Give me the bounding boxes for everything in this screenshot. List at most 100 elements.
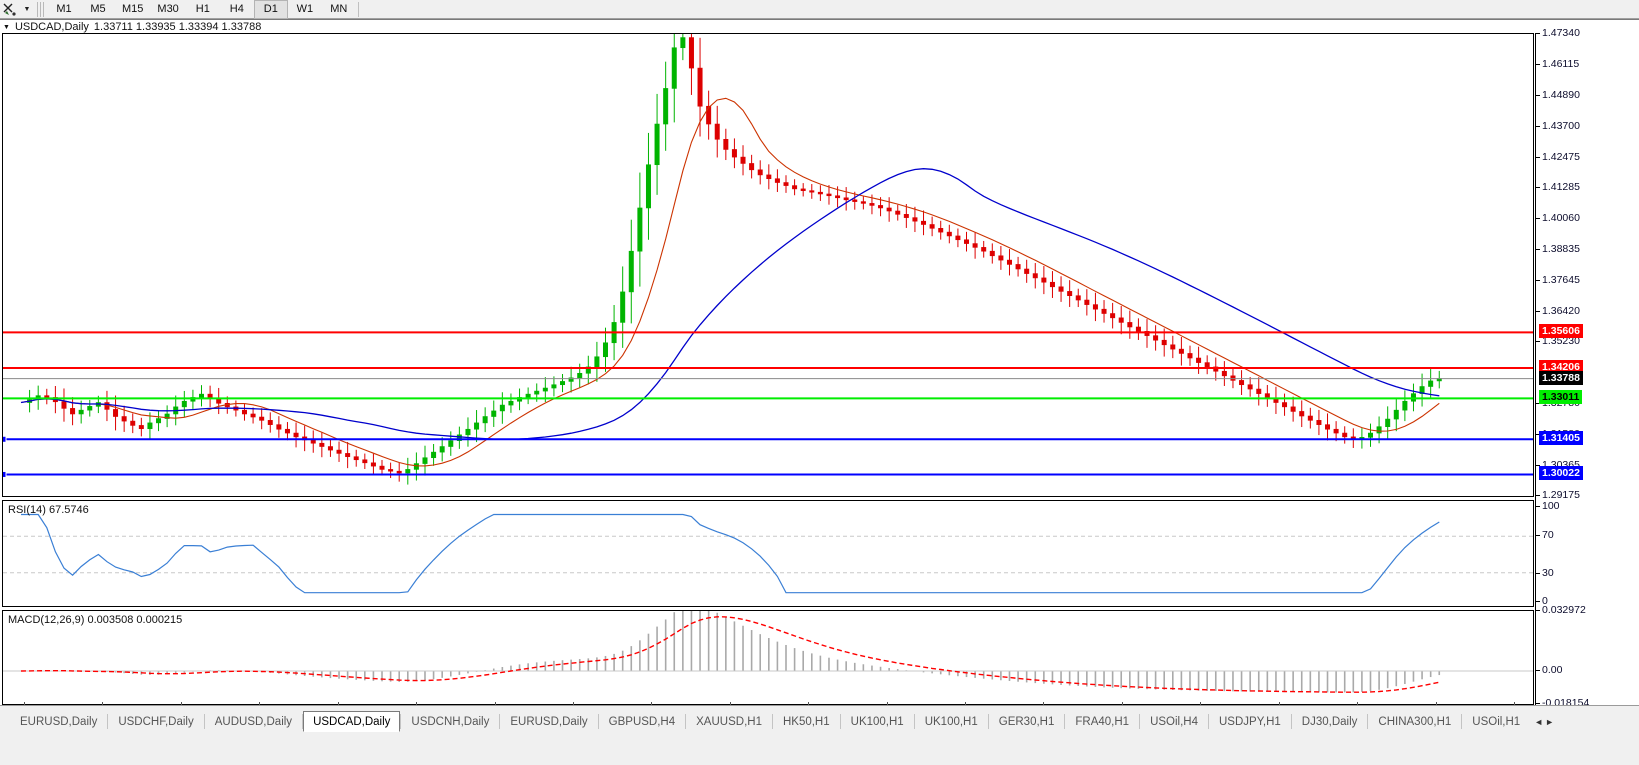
macd-histogram bbox=[28, 611, 1441, 693]
chart-tab-usoil-h1[interactable]: USOil,H1 bbox=[1472, 715, 1521, 728]
rsi-axis-tick: 0 bbox=[1536, 595, 1548, 607]
rsi-axis-tick: 100 bbox=[1536, 500, 1560, 512]
chart-tab-dj30-daily[interactable]: DJ30,Daily bbox=[1301, 715, 1358, 728]
timeframe-h4[interactable]: H4 bbox=[229, 3, 244, 15]
date-axis-tick bbox=[729, 702, 731, 706]
tab-scroll-controls: ◄ ► bbox=[1530, 711, 1558, 732]
timeframe-m15[interactable]: M15 bbox=[122, 3, 144, 15]
timeframe-mn[interactable]: MN bbox=[330, 3, 348, 15]
tab-divider bbox=[107, 714, 109, 729]
timeframe-d1[interactable]: D1 bbox=[253, 0, 288, 19]
rsi-axis-tick: 70 bbox=[1536, 529, 1554, 541]
price-axis-tick: 1.47340 bbox=[1536, 27, 1580, 39]
timeframe-m30[interactable]: M30 bbox=[157, 3, 179, 15]
chart-tab-ger30-h1[interactable]: GER30,H1 bbox=[998, 715, 1055, 728]
price-axis-tick: 1.42475 bbox=[1536, 151, 1580, 163]
macd-panel[interactable]: MACD(12,26,9) 0.003508 0.000215 bbox=[2, 610, 1534, 705]
tab-divider bbox=[913, 714, 915, 729]
trendline-handle[interactable] bbox=[3, 435, 7, 443]
tab-divider bbox=[1064, 714, 1066, 729]
toolbar-grip[interactable] bbox=[37, 1, 44, 17]
tab-divider bbox=[839, 714, 841, 729]
date-axis-tick bbox=[808, 702, 810, 706]
chart-tab-fra40-h1[interactable]: FRA40,H1 bbox=[1075, 715, 1130, 728]
price-axis[interactable]: 1.47340 1.46115 1.44890 1.43700 1.42475 1.412… bbox=[1536, 20, 1639, 709]
cursor-crosshair-icon[interactable] bbox=[0, 1, 20, 18]
chart-tab-hk50-h1[interactable]: HK50,H1 bbox=[782, 715, 830, 728]
chart-tab-usdjpy-h1[interactable]: USDJPY,H1 bbox=[1219, 715, 1281, 728]
timeframe-m5[interactable]: M5 bbox=[90, 3, 106, 15]
tab-divider bbox=[987, 714, 989, 729]
tab-divider bbox=[203, 714, 205, 729]
price-axis-tick: 1.46115 bbox=[1536, 58, 1579, 70]
rsi-axis-tick: 30 bbox=[1536, 567, 1554, 579]
macd-chart-canvas[interactable] bbox=[3, 611, 1533, 704]
chevron-right-icon[interactable]: ► bbox=[1545, 716, 1555, 727]
chevron-left-icon[interactable]: ◄ bbox=[1534, 716, 1544, 727]
price-axis-tick: 1.36420 bbox=[1536, 305, 1580, 317]
price-level-label-support[interactable]: 1.31405 bbox=[1539, 431, 1583, 446]
tab-divider bbox=[597, 714, 599, 729]
chart-tab-uk100-h1[interactable]: UK100,H1 bbox=[924, 715, 978, 728]
chart-tab-xauusd-h1[interactable]: XAUUSD,H1 bbox=[696, 715, 762, 728]
date-axis-tick bbox=[180, 702, 182, 706]
chart-tab-bar: EURUSD,Daily USDCHF,Daily AUDUSD,Daily USDC… bbox=[0, 705, 1639, 765]
tab-divider bbox=[400, 714, 402, 729]
chart-window: ▼ USDCAD,Daily 1.33711 1.33935 1.33394 1… bbox=[0, 19, 1639, 720]
timeframe-buttons: M1 M5 M15 M30 H1 H4 D1 W1 MN bbox=[47, 0, 356, 19]
date-axis-tick bbox=[1121, 702, 1123, 706]
chart-tab-eurusd-daily[interactable]: EURUSD,Daily bbox=[510, 715, 588, 728]
timeframe-h1[interactable]: H1 bbox=[195, 3, 210, 15]
price-level-label-support[interactable]: 1.30022 bbox=[1539, 466, 1583, 481]
macd-label: MACD(12,26,9) 0.003508 0.000215 bbox=[8, 614, 183, 626]
date-axis-tick bbox=[494, 702, 496, 706]
price-level-label-last-price[interactable]: 1.33788 bbox=[1539, 370, 1583, 385]
date-axis-tick bbox=[416, 702, 418, 706]
date-axis-tick bbox=[1043, 702, 1045, 706]
chart-tab-china300-h1[interactable]: CHINA300,H1 bbox=[1378, 715, 1452, 728]
trendline-handle[interactable] bbox=[3, 470, 7, 478]
price-axis-tick: 1.43700 bbox=[1536, 120, 1580, 132]
rsi-chart-canvas[interactable] bbox=[3, 501, 1533, 606]
chart-tab-eurusd-daily[interactable]: EURUSD,Daily bbox=[20, 715, 98, 728]
chart-tab-audusd-daily[interactable]: AUDUSD,Daily bbox=[214, 715, 293, 728]
price-axis-tick: 1.38835 bbox=[1536, 243, 1580, 255]
chevron-down-icon[interactable]: ▼ bbox=[3, 23, 10, 31]
price-chart-canvas[interactable] bbox=[3, 34, 1533, 496]
price-level-label-resistance[interactable]: 1.34206 bbox=[1539, 360, 1583, 375]
chart-title-row: ▼ USDCAD,Daily 1.33711 1.33935 1.33394 1… bbox=[0, 20, 1534, 34]
toolbar-separator bbox=[357, 1, 359, 17]
price-axis-line bbox=[1535, 33, 1536, 705]
price-panel[interactable] bbox=[2, 33, 1534, 497]
chart-tab-usdchf-daily[interactable]: USDCHF,Daily bbox=[118, 715, 194, 728]
candlestick-series bbox=[27, 34, 1442, 485]
chart-tab-usoil-h4[interactable]: USOil,H4 bbox=[1150, 715, 1198, 728]
chart-tab-usdcnh-daily[interactable]: USDCNH,Daily bbox=[411, 715, 490, 728]
timeframe-w1[interactable]: W1 bbox=[296, 3, 314, 15]
moving-average-slow-line bbox=[20, 168, 1440, 440]
date-axis-tick bbox=[24, 702, 25, 706]
rsi-panel[interactable]: RSI(14) 67.5746 bbox=[2, 500, 1534, 607]
price-level-label-resistance[interactable]: 1.35606 bbox=[1539, 324, 1583, 339]
rsi-label: RSI(14) 67.5746 bbox=[8, 504, 89, 516]
timeframe-m1[interactable]: M1 bbox=[56, 3, 72, 15]
date-axis-tick bbox=[1278, 702, 1280, 706]
tab-divider bbox=[685, 714, 687, 729]
macd-signal-line bbox=[20, 616, 1440, 693]
price-axis-tick: 1.41285 bbox=[1536, 181, 1580, 193]
date-axis-tick bbox=[259, 702, 261, 706]
price-axis-tick: 1.40060 bbox=[1536, 212, 1580, 224]
macd-axis-tick: 0.00 bbox=[1536, 664, 1562, 676]
tab-divider bbox=[1208, 714, 1209, 729]
date-axis-tick bbox=[1514, 702, 1515, 706]
price-axis-tick: 1.29175 bbox=[1536, 489, 1580, 501]
date-axis-tick bbox=[1435, 702, 1437, 706]
chart-tab-usdcad-daily[interactable]: USDCAD,Daily bbox=[303, 711, 401, 732]
tab-divider bbox=[1461, 714, 1463, 729]
chevron-down-icon[interactable]: ▼ bbox=[23, 5, 31, 13]
chart-tab-gbpusd-h4[interactable]: GBPUSD,H4 bbox=[608, 715, 676, 728]
chart-tab-uk100-h1[interactable]: UK100,H1 bbox=[850, 715, 904, 728]
price-level-label-support[interactable]: 1.33011 bbox=[1539, 390, 1583, 405]
date-axis-tick bbox=[102, 702, 104, 706]
